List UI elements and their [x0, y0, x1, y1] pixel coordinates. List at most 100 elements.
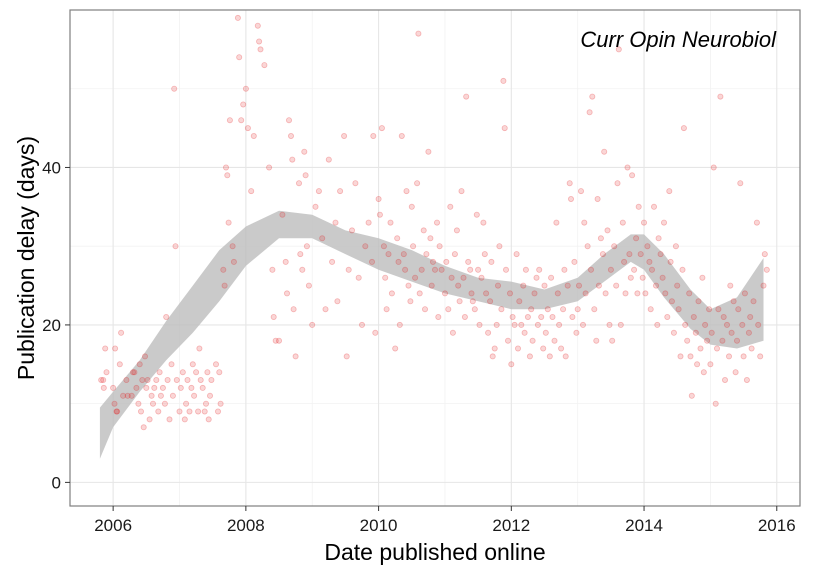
- data-point: [546, 353, 553, 360]
- data-point: [269, 266, 276, 273]
- data-point: [481, 251, 488, 258]
- data-point: [248, 188, 255, 195]
- data-point: [431, 266, 438, 273]
- data-point: [217, 400, 224, 407]
- data-point: [425, 148, 432, 155]
- data-point: [722, 376, 729, 383]
- data-point: [140, 424, 147, 431]
- data-point: [586, 109, 593, 116]
- data-point: [410, 243, 417, 250]
- data-point: [666, 188, 673, 195]
- data-points: [98, 14, 770, 431]
- data-point: [448, 274, 455, 281]
- data-point: [427, 235, 434, 242]
- data-point: [216, 369, 223, 376]
- data-point: [435, 313, 442, 320]
- data-point: [607, 266, 614, 273]
- data-point: [98, 376, 105, 383]
- data-point: [289, 156, 296, 163]
- data-point: [388, 290, 395, 297]
- data-point: [560, 306, 567, 313]
- data-point: [708, 329, 715, 336]
- data-point: [582, 290, 589, 297]
- data-point: [157, 392, 164, 399]
- data-point: [396, 321, 403, 328]
- data-point: [312, 203, 319, 210]
- data-point: [149, 400, 156, 407]
- data-point: [757, 353, 764, 360]
- data-point: [700, 369, 707, 376]
- data-point: [688, 392, 695, 399]
- data-point: [516, 298, 523, 305]
- data-point: [257, 46, 264, 53]
- data-point: [146, 416, 153, 423]
- data-point: [526, 353, 533, 360]
- data-point: [667, 258, 674, 265]
- data-point: [501, 125, 508, 132]
- data-point: [549, 313, 556, 320]
- data-point: [163, 313, 170, 320]
- data-point: [580, 321, 587, 328]
- data-point: [634, 290, 641, 297]
- data-point: [602, 290, 609, 297]
- data-point: [143, 384, 150, 391]
- data-point: [214, 408, 221, 415]
- data-point: [372, 329, 379, 336]
- data-point: [694, 361, 701, 368]
- data-point: [538, 313, 545, 320]
- data-point: [287, 132, 294, 139]
- data-point: [613, 282, 620, 289]
- data-point: [461, 313, 468, 320]
- data-point: [236, 54, 243, 61]
- data-point: [319, 235, 326, 242]
- data-point: [724, 321, 731, 328]
- data-point: [242, 85, 249, 92]
- data-point: [712, 400, 719, 407]
- data-point: [329, 258, 336, 265]
- data-point: [478, 274, 485, 281]
- data-point: [341, 132, 348, 139]
- data-point: [141, 353, 148, 360]
- data-point: [362, 243, 369, 250]
- data-point: [129, 369, 136, 376]
- data-point: [128, 392, 135, 399]
- data-point: [595, 282, 602, 289]
- data-point: [494, 282, 501, 289]
- data-point: [337, 188, 344, 195]
- data-point: [476, 321, 483, 328]
- data-point: [206, 392, 213, 399]
- data-point: [382, 274, 389, 281]
- data-point: [244, 125, 251, 132]
- data-point: [626, 251, 633, 258]
- data-point: [604, 227, 611, 234]
- data-point: [594, 195, 601, 202]
- data-point: [370, 132, 377, 139]
- data-point: [305, 282, 312, 289]
- data-point: [451, 251, 458, 258]
- data-point: [513, 251, 520, 258]
- data-point: [282, 258, 289, 265]
- data-point: [737, 180, 744, 187]
- data-point: [405, 282, 412, 289]
- data-point: [599, 251, 606, 258]
- data-point: [578, 188, 585, 195]
- data-point: [443, 258, 450, 265]
- data-point: [554, 290, 561, 297]
- data-point: [727, 282, 734, 289]
- data-point: [588, 266, 595, 273]
- data-point: [224, 172, 231, 179]
- data-point: [647, 306, 654, 313]
- data-point: [196, 345, 203, 352]
- data-point: [137, 408, 144, 415]
- data-point: [637, 251, 644, 258]
- data-point: [436, 243, 443, 250]
- data-point: [672, 243, 679, 250]
- data-point: [352, 180, 359, 187]
- data-point: [226, 117, 233, 124]
- data-point: [680, 125, 687, 132]
- data-point: [402, 266, 409, 273]
- data-point: [164, 376, 171, 383]
- plot-panel-border: [69, 9, 801, 507]
